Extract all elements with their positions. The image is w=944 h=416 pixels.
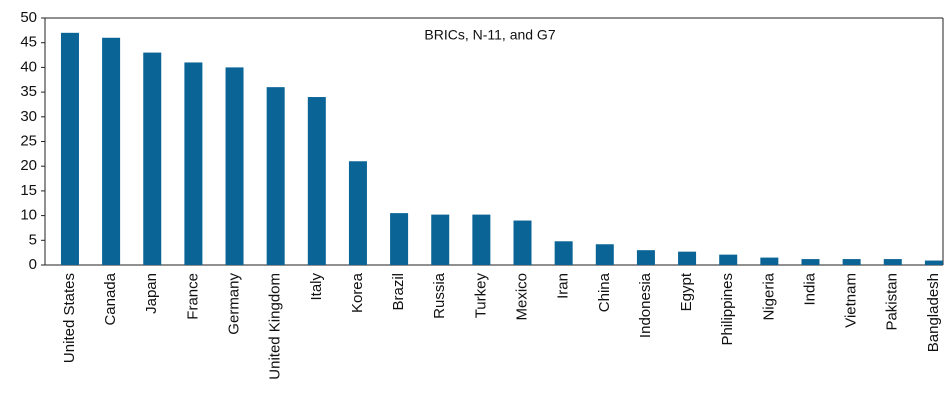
y-tick-label: 40: [20, 58, 37, 75]
x-tick-label: India: [801, 272, 818, 305]
bar: [431, 214, 450, 265]
x-tick-label: Egypt: [678, 272, 695, 311]
x-tick-label: Russia: [431, 272, 448, 319]
y-tick-label: 50: [20, 9, 37, 26]
bar: [102, 37, 121, 266]
x-tick-label: United States: [61, 273, 78, 363]
bar: [225, 67, 244, 266]
bar: [842, 259, 861, 265]
x-tick-label: Pakistan: [884, 273, 901, 331]
y-tick-label: 30: [20, 108, 37, 125]
bar: [883, 259, 902, 265]
chart-title: BRICs, N-11, and G7: [424, 27, 555, 43]
bar: [348, 161, 367, 265]
x-tick-label: Italy: [308, 273, 325, 301]
x-tick-label: Bangladesh: [925, 273, 942, 352]
bar: [595, 244, 614, 265]
x-tick-label: China: [596, 272, 613, 312]
x-tick-label: Canada: [102, 272, 119, 325]
y-tick-label: 45: [20, 34, 37, 51]
bar: [143, 52, 162, 265]
x-tick-label: Iran: [555, 273, 572, 299]
x-tick-label: Germany: [225, 273, 242, 335]
y-tick-label: 0: [29, 256, 37, 273]
x-tick-label: Philippines: [719, 273, 736, 346]
y-tick-label: 35: [20, 83, 37, 100]
x-tick-label: United Kingdom: [267, 273, 284, 380]
bar: [184, 62, 203, 266]
x-tick-label: Turkey: [472, 273, 489, 319]
y-tick-label: 25: [20, 132, 37, 149]
bar: [760, 257, 779, 265]
bar: [60, 32, 79, 265]
bar: [719, 254, 738, 265]
y-tick-label: 15: [20, 182, 37, 199]
bar: [636, 250, 655, 265]
bar: [801, 259, 820, 265]
y-tick-label: 10: [20, 207, 37, 224]
x-tick-label: Japan: [143, 273, 160, 314]
y-tick-label: 20: [20, 157, 37, 174]
x-tick-label: Korea: [349, 272, 366, 313]
bar: [554, 241, 573, 265]
bar: [266, 87, 285, 265]
y-tick-label: 5: [29, 231, 37, 248]
bar: [513, 220, 532, 265]
bar: [472, 214, 491, 265]
x-tick-label: Vietnam: [843, 273, 860, 328]
bar: [307, 97, 326, 265]
x-tick-label: Mexico: [513, 273, 530, 321]
x-tick-label: France: [184, 273, 201, 320]
x-tick-label: Indonesia: [637, 272, 654, 338]
bar: [924, 260, 943, 265]
x-tick-label: Nigeria: [760, 272, 777, 320]
bar: [678, 251, 697, 265]
x-tick-label: Brazil: [390, 273, 407, 311]
bar: [390, 213, 409, 265]
